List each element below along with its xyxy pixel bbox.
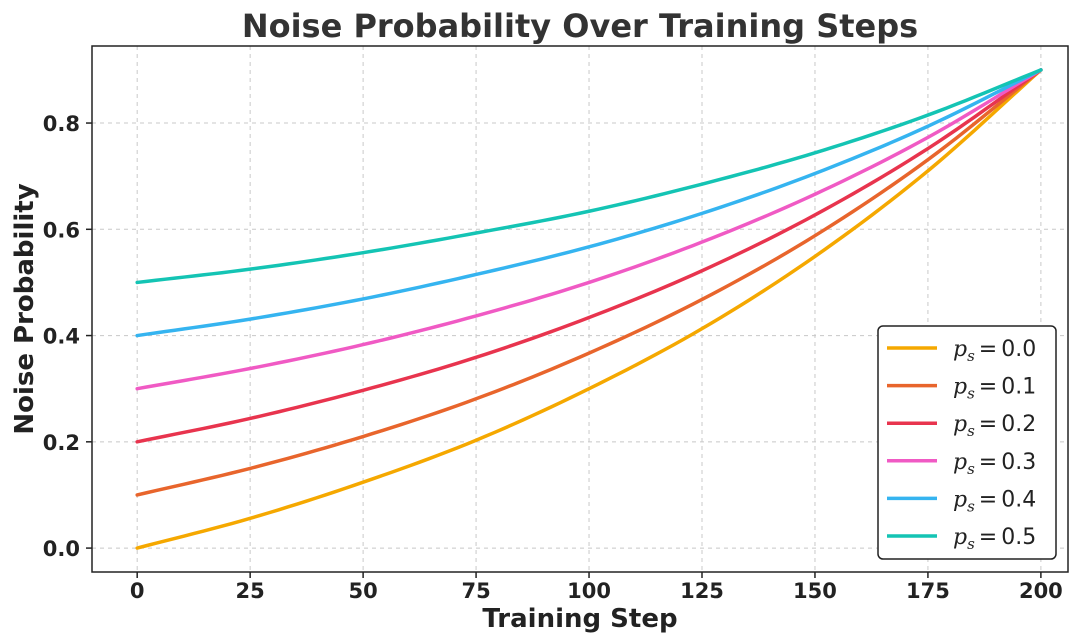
x-axis-ticks: 0 25 50 75 100 125 150 175 200 bbox=[130, 572, 1063, 603]
series-line-ps-0.5 bbox=[135, 68, 1043, 285]
legend-equals: = bbox=[979, 375, 997, 400]
legend-equals: = bbox=[979, 412, 997, 437]
legend-item: ps = 0.2 bbox=[887, 412, 1036, 440]
legend-equals: = bbox=[979, 487, 997, 512]
legend-subscript: s bbox=[967, 535, 975, 553]
legend-equals: = bbox=[979, 525, 997, 550]
legend-item: ps = 0.5 bbox=[887, 525, 1036, 553]
series-line-ps-0.1 bbox=[135, 68, 1043, 497]
legend-symbol: p bbox=[953, 412, 967, 437]
legend-symbol: p bbox=[953, 487, 967, 512]
y-tick-label: 0.6 bbox=[43, 218, 80, 242]
legend-symbol: p bbox=[953, 337, 967, 362]
series-lines bbox=[135, 68, 1043, 550]
y-tick-label: 0.2 bbox=[43, 431, 80, 455]
legend-label: ps = 0.3 bbox=[953, 450, 1036, 478]
x-tick-label: 175 bbox=[906, 579, 950, 603]
legend-subscript: s bbox=[967, 347, 975, 365]
legend: ps = 0.0ps = 0.1ps = 0.2ps = 0.3ps = 0.4ps = 0.5 bbox=[877, 325, 1057, 560]
legend-subscript: s bbox=[967, 422, 975, 440]
y-tick-label: 0.4 bbox=[43, 325, 80, 349]
legend-value: 0.1 bbox=[1001, 375, 1036, 400]
legend-label: ps = 0.1 bbox=[953, 375, 1036, 403]
series-line-ps-0.0 bbox=[135, 68, 1043, 550]
x-tick-label: 100 bbox=[567, 579, 611, 603]
legend-subscript: s bbox=[967, 497, 975, 515]
x-axis-label: Training Step bbox=[482, 604, 677, 634]
legend-equals: = bbox=[979, 450, 997, 475]
legend-label: ps = 0.5 bbox=[953, 525, 1036, 553]
legend-value: 0.3 bbox=[1001, 450, 1036, 475]
legend-item: ps = 0.4 bbox=[887, 487, 1036, 515]
legend-value: 0.4 bbox=[1001, 487, 1036, 512]
legend-value: 0.5 bbox=[1001, 525, 1036, 550]
series-line-ps-0.2 bbox=[135, 68, 1043, 444]
x-tick-label: 0 bbox=[130, 579, 145, 603]
x-tick-label: 75 bbox=[461, 579, 490, 603]
legend-symbol: p bbox=[953, 525, 967, 550]
legend-symbol: p bbox=[953, 375, 967, 400]
legend-item: ps = 0.1 bbox=[887, 375, 1036, 403]
legend-item: ps = 0.0 bbox=[887, 337, 1036, 365]
x-tick-label: 125 bbox=[680, 579, 724, 603]
legend-label: ps = 0.2 bbox=[953, 412, 1036, 440]
legend-subscript: s bbox=[967, 460, 975, 478]
legend-label: ps = 0.0 bbox=[953, 337, 1036, 365]
legend-value: 0.2 bbox=[1001, 412, 1036, 437]
chart-title: Noise Probability Over Training Steps bbox=[242, 7, 918, 45]
legend-symbol: p bbox=[953, 450, 967, 475]
legend-item: ps = 0.3 bbox=[887, 450, 1036, 478]
y-tick-label: 0.8 bbox=[43, 112, 80, 136]
plot-frame bbox=[91, 45, 1069, 573]
x-tick-label: 50 bbox=[348, 579, 377, 603]
legend-subscript: s bbox=[967, 385, 975, 403]
y-axis-label: Noise Probability bbox=[10, 183, 40, 434]
series-line-ps-0.4 bbox=[135, 68, 1043, 338]
x-tick-label: 25 bbox=[236, 579, 265, 603]
y-tick-label: 0.0 bbox=[43, 537, 80, 561]
x-tick-label: 150 bbox=[793, 579, 837, 603]
legend-value: 0.0 bbox=[1001, 337, 1036, 362]
y-axis-ticks: 0.0 0.2 0.4 0.6 0.8 bbox=[43, 112, 92, 561]
grid bbox=[92, 46, 1068, 572]
legend-equals: = bbox=[979, 337, 997, 362]
legend-label: ps = 0.4 bbox=[953, 487, 1036, 515]
x-tick-label: 200 bbox=[1019, 579, 1063, 603]
series-line-ps-0.3 bbox=[135, 68, 1043, 391]
